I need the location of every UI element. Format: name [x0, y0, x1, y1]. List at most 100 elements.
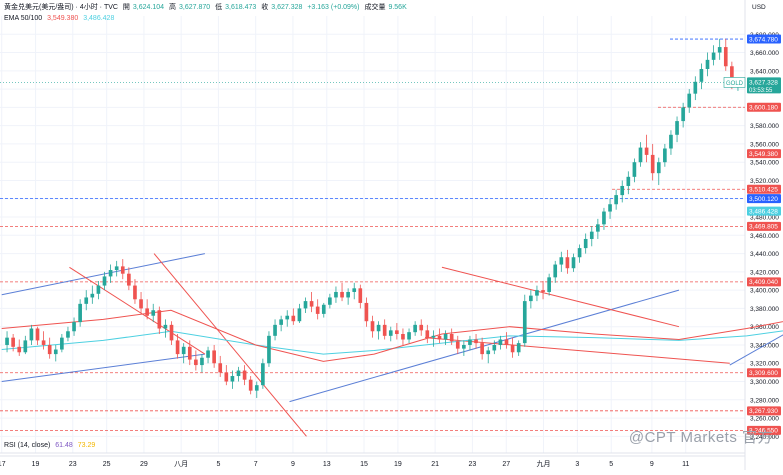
y-tick-label-1: 3,260.000: [750, 416, 779, 423]
rsi-legend[interactable]: RSI (14, close) 61.48 73.29: [4, 441, 98, 450]
x-tick-label-15: 九月: [537, 459, 551, 468]
open-label: 開: [122, 4, 130, 11]
level-tag-0: [747, 34, 781, 44]
level-tag-text-1: 3,600.180: [749, 105, 778, 112]
watermark: @CPT Markets 官方: [628, 429, 773, 446]
candle-body-104: [638, 147, 643, 163]
rsi-label: RSI (14, close): [4, 442, 51, 449]
candle-body-26: [163, 324, 168, 329]
candle-body-90: [553, 264, 558, 278]
candle-body-110: [675, 121, 679, 135]
trendline-4: [289, 289, 680, 403]
gold-symbol-box: [723, 77, 746, 88]
level-tag-7: [747, 406, 781, 416]
candle-body-37: [230, 376, 235, 382]
trendline-5: [441, 266, 680, 328]
candle-body-5: [35, 328, 40, 341]
candle-body-6: [41, 340, 46, 345]
x-tick-label-0: 17: [0, 461, 6, 468]
candle-body-89: [547, 277, 551, 292]
candle-body-41: [254, 385, 259, 391]
candle-body-46: [285, 315, 290, 320]
level-tag-text-6: 3,309.600: [749, 370, 778, 377]
candle-body-57: [352, 288, 357, 292]
candle-body-22: [139, 299, 143, 309]
ema50-value: 3,549.380: [47, 15, 79, 22]
candle-body-49: [303, 301, 308, 309]
candle-body-77: [474, 339, 478, 344]
x-tick-label-11: 19: [394, 461, 402, 468]
candle-body-59: [364, 302, 369, 322]
rsi-value: 61.48: [55, 442, 73, 449]
candle-body-119: [730, 66, 734, 86]
candle-body-100: [614, 195, 618, 205]
candle-body-118: [723, 47, 728, 67]
chart-header-row1: 黄金兑美元(美元/盎司) · 4小时 · TVC 開 3,624.104 高 3,6…: [4, 3, 410, 12]
level-tag-text-4: 3,469.805: [749, 224, 778, 231]
x-tick-label-8: 9: [291, 461, 295, 468]
candle-body-17: [108, 270, 113, 277]
candle-body-54: [334, 291, 338, 298]
candle-body-86: [529, 295, 533, 302]
candle-body-78: [480, 343, 484, 355]
candle-body-111: [681, 107, 685, 122]
candle-body-56: [346, 291, 350, 298]
candle-body-23: [145, 308, 149, 316]
ema-label: EMA 50/100: [4, 15, 43, 22]
volume-value: 9.56K: [388, 4, 407, 11]
level-tag-2: [747, 184, 781, 194]
x-tick-label-6: 5: [216, 461, 220, 468]
candle-body-82: [504, 339, 509, 345]
candle-body-42: [261, 363, 265, 386]
ema-legend[interactable]: EMA 50/100 3,549.380 3,486.428: [4, 14, 117, 23]
candle-body-66: [407, 332, 411, 340]
candle-body-13: [84, 297, 89, 304]
y-tick-label-10: 3,440.000: [750, 251, 779, 258]
y-tick-label-8: 3,400.000: [750, 288, 779, 295]
volume-label: 成交量: [364, 4, 386, 11]
x-tick-label-14: 27: [502, 461, 510, 468]
candle-body-71: [437, 335, 442, 340]
candle-body-85: [522, 301, 527, 344]
candle-body-116: [711, 52, 716, 60]
x-tick-label-3: 25: [103, 461, 111, 468]
x-tick-label-19: 11: [682, 461, 689, 468]
high-label: 高: [169, 4, 177, 11]
close-value: 3,627.328: [271, 4, 303, 11]
candle-body-99: [608, 204, 612, 212]
candle-body-31: [194, 359, 198, 366]
candle-body-11: [72, 322, 76, 332]
candle-body-93: [571, 257, 576, 269]
level-tag-8: [747, 425, 781, 435]
candle-body-38: [236, 370, 241, 377]
candle-body-43: [267, 335, 271, 364]
candle-body-102: [626, 176, 631, 186]
candle-body-8: [53, 349, 58, 355]
trendline-2: [153, 253, 307, 437]
y-tick-label-3: 3,300.000: [750, 379, 779, 386]
level-tag-text-5: 3,409.040: [749, 279, 778, 286]
candle-body-103: [632, 162, 637, 177]
candle-body-25: [157, 310, 162, 329]
y-tick-label-20: 3,640.000: [750, 68, 779, 75]
x-tick-label-5: 八月: [174, 460, 188, 468]
ema-tag-0: [747, 149, 781, 159]
candle-body-15: [96, 285, 101, 294]
level-tag-text-7: 3,267.930: [749, 408, 778, 415]
x-tick-label-13: 23: [468, 461, 476, 468]
candle-body-1: [11, 337, 15, 347]
candle-body-29: [181, 346, 186, 355]
candle-body-114: [699, 69, 704, 82]
candle-body-101: [620, 185, 625, 196]
level-tag-text-0: 3,674.780: [749, 36, 778, 43]
y-tick-label-2: 3,280.000: [750, 397, 779, 404]
level-tag-5: [747, 277, 781, 287]
candle-body-69: [425, 330, 430, 338]
candle-body-19: [120, 266, 125, 274]
level-tag-4: [747, 221, 781, 231]
level-tag-text-8: 3,246.550: [749, 428, 778, 435]
candle-body-79: [486, 350, 491, 355]
y-tick-label-7: 3,380.000: [750, 306, 779, 313]
